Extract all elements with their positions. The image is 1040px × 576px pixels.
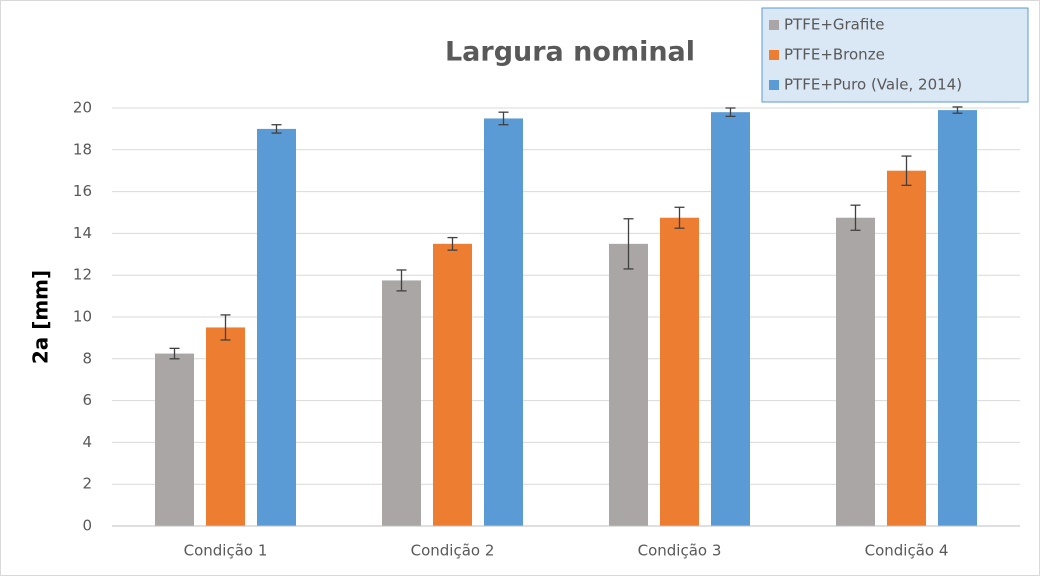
x-tick-label: Condição 3 (638, 542, 722, 560)
legend-box (761, 7, 1029, 103)
bar (887, 170, 926, 526)
bar (382, 280, 421, 526)
bar (938, 110, 977, 526)
x-tick-label: Condição 4 (865, 542, 949, 560)
y-tick-label: 18 (73, 140, 92, 158)
legend-label: PTFE+Grafite (784, 16, 884, 34)
x-tick-label: Condição 1 (184, 542, 268, 560)
y-tick-label: 8 (82, 349, 92, 367)
y-tick-label: 2 (82, 475, 92, 493)
x-tick-label: Condição 2 (411, 542, 495, 560)
bar (257, 128, 296, 526)
y-tick-label: 16 (73, 182, 92, 200)
y-tick-label: 14 (73, 224, 92, 242)
y-tick-label: 6 (82, 391, 92, 409)
legend-label: PTFE+Bronze (784, 46, 885, 64)
y-tick-label: 10 (73, 308, 92, 326)
bar (660, 217, 699, 526)
bar (433, 243, 472, 526)
legend-swatch (769, 20, 779, 30)
y-tick-label: 12 (73, 266, 92, 284)
y-tick-label: 0 (82, 517, 92, 535)
y-tick-label: 20 (73, 99, 92, 117)
bar (711, 112, 750, 527)
bar (836, 217, 875, 526)
bar (206, 327, 245, 526)
legend-swatch (769, 50, 779, 60)
bar (609, 243, 648, 526)
legend-label: PTFE+Puro (Vale, 2014) (784, 76, 962, 94)
chart-title: Largura nominal (445, 37, 695, 68)
legend-swatch (769, 80, 779, 90)
y-axis-label: 2a [mm] (29, 270, 53, 364)
y-tick-label: 4 (82, 433, 92, 451)
bar (155, 353, 194, 526)
bar (484, 118, 523, 526)
